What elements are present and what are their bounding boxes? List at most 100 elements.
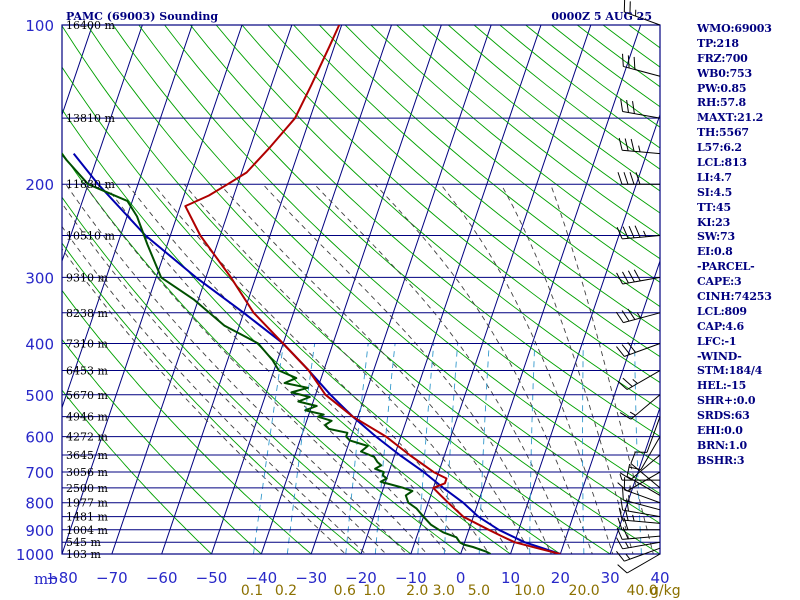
isotherm-line: [62, 25, 193, 410]
wind-barb-shaft: [624, 11, 661, 26]
isobar-lines: [61, 24, 661, 555]
y-axis-unit-label: mb: [34, 570, 58, 588]
wind-barbs: [615, 0, 661, 574]
wind-barb: [616, 342, 661, 357]
height-label: 5670 m: [66, 389, 108, 402]
pressure-tick-label: 1000: [16, 546, 54, 564]
mixing-ratio-line: [253, 343, 285, 554]
pressure-tick-label: 300: [25, 269, 54, 287]
wind-barb-flag: [622, 487, 624, 500]
index-lfc: LFC:-1: [697, 334, 737, 348]
wind-barb-flag: [632, 101, 635, 114]
moist-adiabat-line: [262, 183, 552, 554]
wind-barb: [623, 0, 661, 26]
mixing-ratio-line: [529, 343, 536, 554]
wind-barb-shaft: [622, 276, 661, 285]
temperature-tick-label: −30: [295, 569, 327, 587]
height-label: 10510 m: [66, 230, 115, 243]
isotherm-line: [360, 25, 542, 554]
index-ei: EI:0.8: [697, 245, 733, 259]
wind-barb-flag: [619, 472, 632, 480]
height-label: 4272 m: [66, 431, 108, 444]
temperature-tick-label: 40: [650, 569, 669, 587]
wind-barb: [616, 527, 661, 540]
wind-barb-flag: [617, 517, 623, 530]
wind-barb-shaft: [622, 535, 661, 540]
wind-barb: [630, 451, 661, 489]
index-pw: PW:0.85: [697, 81, 747, 95]
pressure-tick-label: 800: [25, 495, 54, 513]
pressure-tick-label: 900: [25, 522, 54, 540]
wind-barb-half-flag: [632, 514, 635, 522]
index-wb0: WB0:753: [697, 66, 752, 80]
index-cap: CAP:4.6: [697, 319, 744, 333]
mixing-ratio-label: 1.0: [363, 583, 385, 599]
index-li: LI:4.7: [697, 170, 732, 184]
temperature-tick-label: −40: [246, 569, 278, 587]
isotherm-line: [161, 25, 343, 554]
wind-barb-shaft: [622, 541, 661, 550]
wind-barb-half-flag: [643, 230, 647, 237]
height-label: 1481 m: [66, 511, 108, 524]
index-ehi: EHI:0.0: [697, 424, 743, 438]
index-si: SI:4.5: [697, 185, 733, 199]
wind-barb: [617, 172, 660, 185]
wind-barb: [628, 436, 661, 471]
wind-barb-flag: [633, 56, 636, 70]
wind-barb-flag: [622, 271, 629, 284]
height-labels: 16400 m 13810 m 11830 m 10510 m 9310 m 8238 m…: [66, 19, 115, 561]
wind-barb-shaft: [630, 454, 661, 480]
dry-adiabat-line: [62, 338, 262, 554]
dry-adiabat-line: [62, 25, 612, 554]
index-maxt: MAXT:21.2: [697, 111, 764, 125]
height-label: 545 m: [66, 536, 101, 549]
wind-barb: [617, 553, 661, 574]
pressure-tick-label: 700: [25, 464, 54, 482]
wind-barb-shaft: [622, 519, 661, 524]
wind-barb-shaft: [630, 463, 661, 489]
wind-barb-shaft: [622, 235, 661, 240]
wind-barb: [616, 537, 661, 550]
wind-barb-flag: [628, 225, 635, 238]
wind-barb: [619, 454, 661, 480]
wind-barb-shaft: [640, 436, 661, 470]
index-lcl: LCL:813: [697, 156, 747, 170]
mixing-ratio-labels: 0.1 0.2 0.6 1.0 2.0 3.0 5.0 10.0 20.0 40.0g/kg: [241, 583, 681, 599]
isotherm-line: [460, 25, 642, 554]
moist-adiabat-line: [127, 183, 470, 554]
index-cape: CAPE:3: [697, 275, 742, 289]
wind-barb-shaft: [626, 370, 661, 390]
wind-barb: [634, 416, 661, 453]
mixing-ratio-label: 40.0: [626, 583, 657, 599]
wind-barb-half-flag: [632, 378, 638, 384]
moist-adiabats: [62, 183, 654, 554]
index-frz: FRZ:700: [697, 51, 748, 65]
chart-title: PAMC (69003) Sounding: [66, 10, 218, 23]
wind-barb-flag: [623, 172, 629, 185]
isotherm-line: [62, 25, 243, 554]
wind-barb: [616, 225, 661, 240]
mixing-ratio-line: [582, 343, 585, 554]
wind-barb-flag: [627, 270, 635, 283]
height-label: 3645 m: [66, 449, 108, 462]
wind-barb-shaft: [626, 476, 661, 496]
temperature-tick-label: −60: [146, 569, 178, 587]
mixing-ratio-label: 20.0: [569, 583, 600, 599]
height-label: 6453 m: [66, 365, 108, 378]
pressure-tick-label: 600: [25, 429, 54, 447]
wind-barb-shaft: [622, 149, 661, 155]
wind-barb-shaft: [624, 343, 661, 357]
dry-adiabat-line: [86, 25, 660, 554]
wind-barb-shaft: [622, 509, 661, 518]
index-wmo: WMO:69003: [697, 22, 772, 35]
dry-adiabats: [62, 25, 660, 554]
wind-barb-flag: [615, 311, 624, 323]
mixing-ratio-label: 0.6: [334, 583, 356, 599]
pressure-tick-label: 200: [25, 176, 54, 194]
wind-barb: [620, 98, 661, 119]
index-th: TH:5567: [697, 126, 749, 140]
temperature-tick-label: 10: [501, 569, 520, 587]
height-label: 9310 m: [66, 271, 108, 284]
wind-barb-shaft: [622, 111, 661, 119]
wind-barb-flag: [617, 172, 623, 185]
